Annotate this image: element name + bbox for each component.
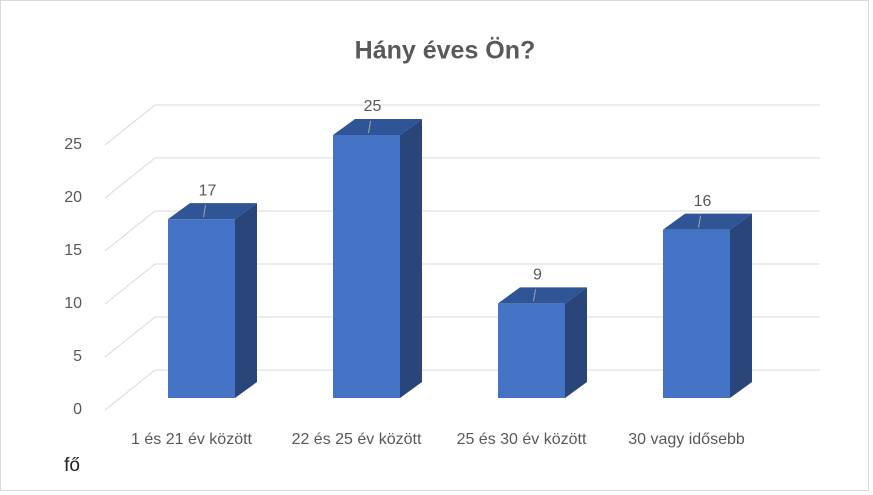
grid-line	[104, 210, 156, 252]
x-tick-label: 30 vagy idősebb	[628, 431, 745, 448]
bar-front	[498, 303, 565, 398]
data-label: 17	[199, 182, 217, 199]
data-label: 16	[694, 193, 712, 210]
bar	[498, 287, 587, 398]
grid-line	[104, 369, 156, 411]
bar	[168, 203, 257, 398]
leader-line	[533, 289, 536, 302]
y-tick-label: 0	[73, 401, 82, 418]
bar-top	[663, 213, 752, 230]
bar	[663, 213, 752, 398]
bar-front	[333, 135, 400, 398]
bar-top	[333, 119, 422, 135]
bar	[333, 119, 422, 398]
grid-line	[104, 263, 156, 305]
y-tick-label: 25	[64, 136, 82, 153]
grid-line	[104, 316, 156, 358]
x-tick-label: 1 és 21 év között	[131, 431, 252, 448]
bar-side	[235, 203, 257, 398]
data-label: 9	[533, 267, 542, 284]
data-label: 25	[364, 98, 382, 115]
grid-line	[104, 157, 156, 199]
y-tick-label: 10	[64, 295, 82, 312]
bar-side	[565, 287, 587, 398]
leader-line	[203, 205, 206, 218]
bar-top	[168, 203, 257, 220]
y-tick-label: 20	[64, 189, 82, 206]
y-tick-label: 15	[64, 242, 82, 259]
bar-side	[400, 119, 422, 398]
bar-front	[663, 229, 730, 398]
x-tick-label: 25 és 30 év között	[456, 431, 587, 448]
chart-title: Hány éves Ön?	[355, 36, 536, 65]
grid-line	[104, 104, 156, 146]
bar-side	[730, 213, 752, 398]
y-tick-label: 5	[73, 348, 82, 365]
bar-top	[498, 287, 587, 304]
bar-front	[168, 219, 235, 398]
x-tick-label: 22 és 25 év között	[291, 431, 422, 448]
leader-line	[368, 120, 371, 134]
axis-label: fő	[64, 455, 80, 476]
leader-line	[698, 215, 701, 228]
